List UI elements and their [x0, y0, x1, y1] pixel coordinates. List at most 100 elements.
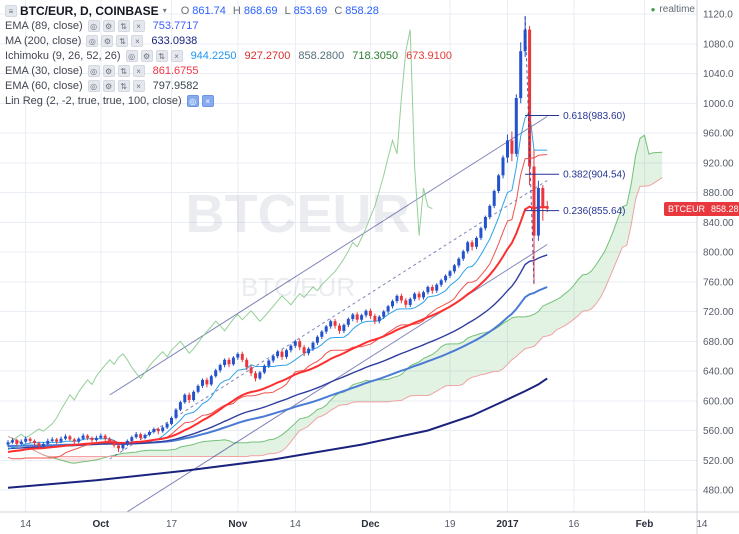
indicator-name: EMA (60, close) — [5, 79, 83, 92]
realtime-dot-icon: ● — [650, 4, 656, 14]
reorder-button[interactable]: ⇅ — [117, 79, 130, 92]
watermark-symbol: BTCEUR — [186, 184, 411, 244]
reorder-button[interactable]: ⇅ — [117, 64, 130, 77]
eye-button[interactable]: ◎ — [86, 34, 99, 47]
y-axis-label: 800.00 — [703, 248, 734, 259]
gear-button[interactable]: ⚙ — [102, 64, 115, 77]
x-axis-label: 17 — [166, 519, 178, 530]
ohlc-label: O — [180, 4, 190, 17]
ema30-line — [7, 205, 548, 453]
x-axis-label: 14 — [290, 519, 302, 530]
y-axis-label: 1040.0 — [703, 69, 734, 80]
fib-label: 0.618(983.60) — [563, 111, 625, 122]
eye-button[interactable]: ◎ — [186, 94, 199, 107]
close-button[interactable]: × — [131, 34, 144, 47]
indicator-value: 861.6755 — [152, 64, 199, 77]
y-axis-label: 520.00 — [703, 456, 734, 467]
ma200-line — [7, 377, 548, 489]
ohlc-label: L — [284, 4, 291, 17]
x-axis-label: 2017 — [496, 519, 519, 530]
indicator-value: 673.9100 — [406, 49, 453, 62]
y-axis-label: 1000.0 — [703, 99, 734, 110]
y-axis-label: 920.00 — [703, 158, 734, 169]
linreg-base — [109, 180, 548, 460]
gear-button[interactable]: ⚙ — [101, 34, 114, 47]
y-axis-label: 1120.0 — [703, 10, 733, 21]
chikou-line — [7, 29, 433, 445]
ohlc-label: H — [232, 4, 241, 17]
fib-retracement[interactable]: 0.618(983.60) 0.382(904.54) 0.236(855.64) — [524, 16, 625, 284]
indicator-value: 944.2250 — [190, 49, 237, 62]
gear-button[interactable]: ⚙ — [102, 79, 115, 92]
menu-icon[interactable]: ≡ — [5, 4, 17, 17]
ema60-line — [7, 254, 548, 450]
close-button[interactable]: × — [170, 49, 183, 62]
eye-button[interactable]: ◎ — [87, 64, 100, 77]
ohlc-readout: O 861.74 H 868.69 L 853.69 C 858.28 — [174, 5, 379, 17]
indicator-row: Lin Reg (2, -2, true, true, 100, close) ◎… — [5, 93, 452, 108]
x-axis-label: Nov — [228, 519, 247, 530]
y-axis-label: 680.00 — [703, 337, 734, 348]
x-axis-label: 16 — [568, 519, 580, 530]
last-price-badge: BTCEUR 858.28 — [664, 202, 739, 216]
gear-button[interactable]: ⚙ — [102, 19, 115, 32]
eye-button[interactable]: ◎ — [87, 79, 100, 92]
candlestick-series — [6, 16, 549, 453]
close-button[interactable]: × — [132, 19, 145, 32]
indicator-row: EMA (60, close) ◎ ⚙ ⇅ × 797.9582 — [5, 78, 452, 93]
y-axis-label: 600.00 — [703, 396, 734, 407]
x-axis-label: 14 — [20, 519, 32, 530]
indicator-value: 797.9582 — [152, 79, 199, 92]
senkou-b-line — [7, 177, 663, 457]
legend-panel: ≡ BTC/EUR, D, COINBASE ▾ O 861.74 H 868.69 L… — [5, 3, 452, 108]
indicator-row: EMA (89, close) ◎ ⚙ ⇅ × 753.7717 — [5, 18, 452, 33]
indicator-row: EMA (30, close) ◎ ⚙ ⇅ × 861.6755 — [5, 63, 452, 78]
ichimoku-cloud — [109, 135, 663, 457]
indicator-name: EMA (89, close) — [5, 19, 83, 32]
price-axis[interactable]: 1120.0 1080.0 1040.0 1000.0 960.00 920.00 880.… — [703, 10, 734, 497]
indicator-row: MA (200, close) ◎ ⚙ ⇅ × 633.0938 — [5, 33, 452, 48]
watermark-name: BTC/EUR — [241, 272, 355, 302]
fib-label: 0.236(855.64) — [563, 206, 625, 217]
indicator-name: Lin Reg (2, -2, true, true, 100, close) — [5, 94, 182, 107]
ohlc-value: 858.28 — [345, 4, 379, 17]
chevron-down-icon[interactable]: ▾ — [162, 6, 167, 15]
x-axis-label: Feb — [636, 519, 654, 530]
ohlc-label: C — [334, 4, 343, 17]
realtime-label: realtime — [659, 4, 695, 15]
y-axis-label: 1080.0 — [703, 39, 734, 50]
indicator-name: EMA (30, close) — [5, 64, 83, 77]
time-axis[interactable]: 14 Oct 17 Nov 14 Dec 19 2017 16 Feb 14 — [20, 519, 708, 530]
eye-button[interactable]: ◎ — [87, 19, 100, 32]
indicator-value: 927.2700 — [244, 49, 291, 62]
close-button[interactable]: × — [201, 94, 214, 107]
indicator-value: 858.2800 — [298, 49, 345, 62]
eye-button[interactable]: ◎ — [125, 49, 138, 62]
symbol-title[interactable]: BTC/EUR, D, COINBASE — [20, 3, 159, 18]
ichimoku-cloud — [47, 456, 110, 464]
indicator-row: Ichimoku (9, 26, 52, 26) ◎ ⚙ ⇅ × 944.2250 927.… — [5, 48, 452, 63]
gear-button[interactable]: ⚙ — [140, 49, 153, 62]
indicator-name: Ichimoku (9, 26, 52, 26) — [5, 49, 121, 62]
reorder-button[interactable]: ⇅ — [116, 34, 129, 47]
reorder-button[interactable]: ⇅ — [117, 19, 130, 32]
badge-symbol: BTCEUR — [668, 204, 706, 214]
ohlc-value: 868.69 — [243, 4, 278, 17]
y-axis-label: 840.00 — [703, 218, 734, 229]
y-axis-label: 560.00 — [703, 426, 734, 437]
ohlc-value: 861.74 — [192, 4, 226, 17]
close-button[interactable]: × — [132, 64, 145, 77]
y-axis-label: 480.00 — [703, 486, 734, 497]
y-axis-label: 640.00 — [703, 367, 734, 378]
x-axis-label: Dec — [361, 519, 380, 530]
symbol-row: ≡ BTC/EUR, D, COINBASE ▾ O 861.74 H 868.69 L… — [5, 3, 452, 18]
close-button[interactable]: × — [132, 79, 145, 92]
indicator-name: MA (200, close) — [5, 34, 82, 47]
indicator-value: 753.7717 — [152, 19, 199, 32]
fib-label: 0.382(904.54) — [563, 170, 625, 181]
reorder-button[interactable]: ⇅ — [155, 49, 168, 62]
ohlc-value: 853.69 — [293, 4, 328, 17]
indicator-value: 718.3050 — [352, 49, 399, 62]
